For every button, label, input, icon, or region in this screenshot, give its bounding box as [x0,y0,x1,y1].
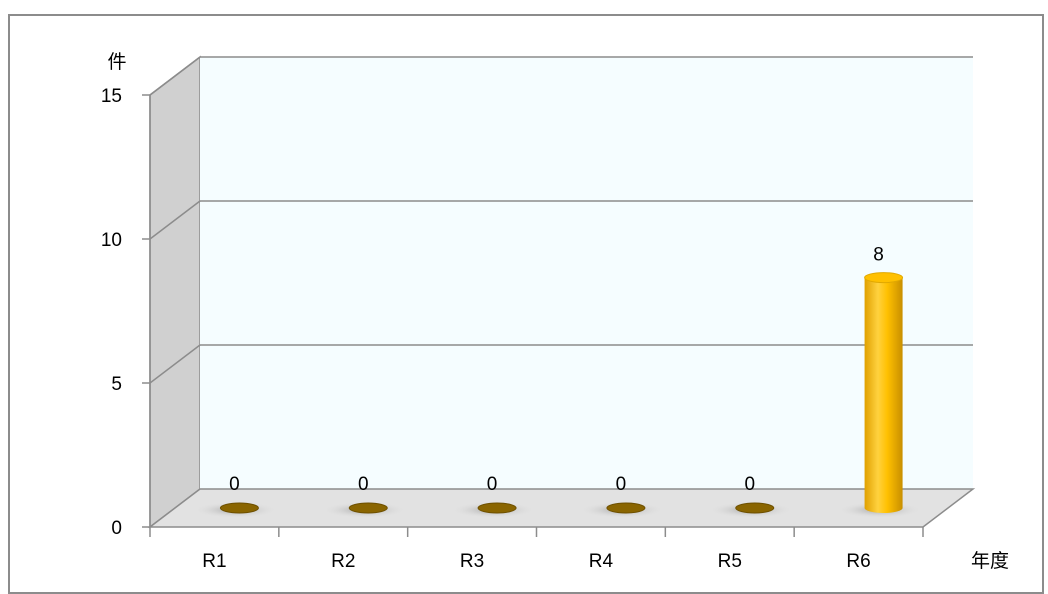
data-label: 0 [487,474,498,495]
gridline-side [149,200,201,240]
x-tick-label: R6 [846,551,870,572]
gridline-side [149,344,201,384]
bar [579,502,664,518]
data-label: 0 [616,474,627,495]
bar-base-disc [348,502,388,514]
x-tick-labels: R1 R2 R3 R4 R5 R6 [202,551,870,572]
bar-body [864,277,903,513]
x-tick-label: R2 [331,551,355,572]
data-label: 0 [744,474,755,495]
gridline-side [149,56,201,96]
bar-base-disc [606,502,646,514]
y-tick-label: 0 [111,518,122,539]
bars [193,272,922,518]
bar-base-disc [477,502,517,514]
y-axis-unit-label: 件 [107,51,126,73]
y-tick-label: 15 [101,86,122,107]
y-tick-label: 10 [101,230,122,251]
data-label: 8 [873,245,884,266]
x-tick-label: R5 [718,551,742,572]
bar-base-disc [219,502,259,514]
axes [142,94,924,537]
x-axis-unit-label: 年度 [971,550,1009,572]
y-tick-label: 5 [111,374,122,395]
data-label: 0 [358,474,369,495]
bar [322,502,407,518]
side-wall [149,55,201,529]
y-tick-labels: 0 5 10 15 [101,86,122,539]
data-label: 0 [229,474,240,495]
x-tick-label: R1 [202,551,226,572]
x-tick-label: R3 [460,551,484,572]
data-labels: 0 0 0 0 0 8 [229,245,884,495]
gridlines [149,56,973,384]
bar-base-disc [735,502,775,514]
bar [708,502,793,518]
back-wall [200,57,973,489]
bar [837,272,922,518]
bar-top [864,272,904,284]
bar [193,502,278,518]
bar [451,502,536,518]
x-tick-label: R4 [589,551,614,572]
